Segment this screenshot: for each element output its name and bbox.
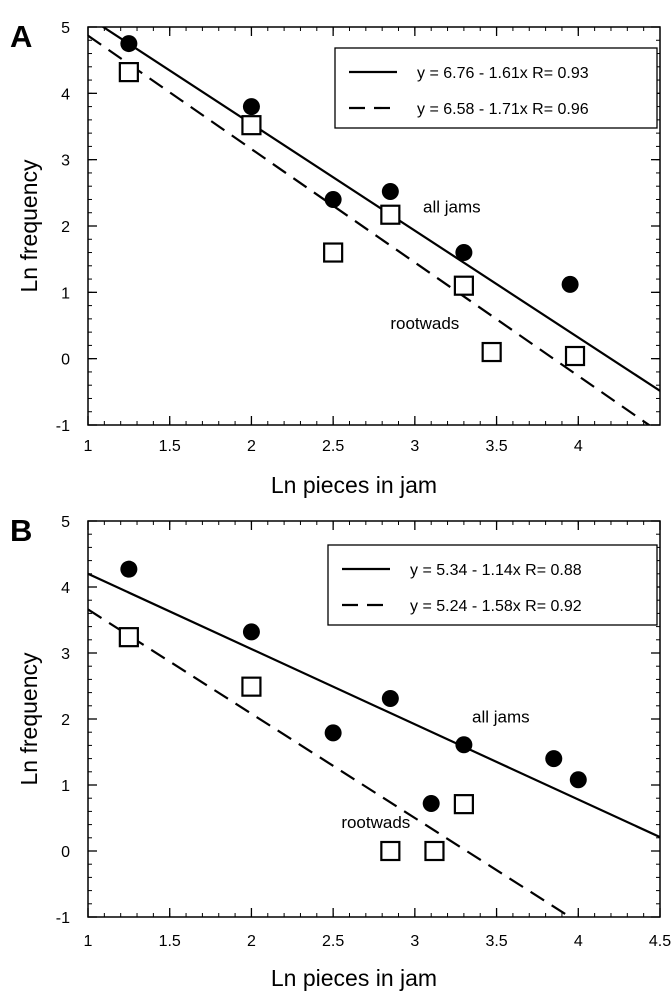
data-point-rootwads — [118, 62, 139, 83]
data-point-rootwads — [380, 840, 401, 862]
data-point-rootwads — [241, 676, 262, 697]
y-tick-label: 4 — [61, 580, 70, 597]
data-point-all-jams — [561, 275, 579, 293]
y-tick-label: -1 — [56, 910, 70, 927]
legend-box — [334, 47, 658, 129]
x-axis-label: Ln pieces in jam — [271, 965, 437, 991]
fit-line-all-jams — [101, 27, 660, 392]
y-tick-label: 0 — [61, 844, 70, 861]
data-point-rootwads — [453, 275, 474, 296]
y-tick-label: 5 — [61, 20, 70, 37]
x-tick-label: 3.5 — [485, 438, 507, 455]
data-point-all-jams — [381, 690, 399, 708]
annotation-label: all jams — [423, 198, 481, 217]
fit-line-all-jams — [88, 572, 660, 839]
legend-entry: y = 5.24 - 1.58x R= 0.92 — [410, 598, 582, 615]
data-point-rootwads — [118, 627, 139, 648]
data-point-rootwads — [241, 115, 262, 136]
data-point-all-jams — [545, 750, 563, 768]
fit-lines — [88, 27, 660, 425]
panel-label: B — [10, 513, 32, 548]
data-point-rootwads — [323, 242, 344, 263]
x-tick-label: 2.5 — [322, 438, 344, 455]
data-point-all-jams — [120, 560, 138, 578]
data-point-all-jams — [324, 724, 342, 742]
y-tick-label: 3 — [61, 646, 70, 663]
data-point-all-jams — [455, 244, 473, 262]
legend-box — [327, 544, 658, 626]
data-point-rootwads — [564, 345, 586, 367]
y-tick-label: 3 — [61, 153, 70, 170]
x-tick-label: 1 — [84, 438, 93, 455]
fit-lines — [88, 572, 660, 917]
x-tick-label: 4 — [574, 438, 583, 455]
data-point-rootwads — [453, 794, 474, 815]
x-tick-label: 4 — [574, 933, 583, 950]
data-point-all-jams — [242, 98, 260, 116]
y-tick-label: 2 — [61, 219, 70, 236]
x-tick-label: 4.5 — [649, 933, 671, 950]
x-tick-label: 2.5 — [322, 933, 344, 950]
y-tick-label: 0 — [61, 352, 70, 369]
x-axis-label: Ln pieces in jam — [271, 472, 437, 498]
x-tick-label: 3 — [410, 933, 419, 950]
chart-panel-b: B 1 1.5 2 2.5 3 3.5 4 4.5 -1 0 1 2 3 4 5 Ln pieces in ja… — [10, 513, 671, 991]
data-point-all-jams — [381, 183, 399, 201]
chart-panel-a: A 1 1.5 2 2.5 3 3.5 4 -1 0 1 2 3 4 5 Ln pieces in jam Ln… — [10, 19, 661, 498]
x-tick-label: 2 — [247, 933, 256, 950]
data-point-all-jams — [455, 736, 473, 754]
fit-line-rootwads — [88, 608, 573, 917]
legend-entry: y = 5.34 - 1.14x R= 0.88 — [410, 562, 582, 579]
x-tick-label: 2 — [247, 438, 256, 455]
x-tick-label: 1.5 — [159, 438, 181, 455]
data-point-all-jams — [324, 190, 342, 208]
data-point-all-jams — [569, 771, 587, 789]
legend-entry: y = 6.58 - 1.71x R= 0.96 — [417, 101, 589, 118]
y-tick-label: 5 — [61, 514, 70, 531]
y-tick-label: 2 — [61, 712, 70, 729]
data-point-all-jams — [242, 623, 260, 641]
x-tick-label: 1 — [84, 933, 93, 950]
panel-label: A — [10, 19, 32, 54]
y-tick-label: 4 — [61, 86, 70, 103]
y-tick-label: -1 — [56, 418, 70, 435]
fit-line-rootwads — [88, 34, 651, 425]
y-tick-label: 1 — [61, 778, 70, 795]
data-point-rootwads — [380, 204, 401, 225]
x-tick-label: 3.5 — [485, 933, 507, 950]
y-axis-label: Ln frequency — [16, 652, 42, 785]
y-axis-label: Ln frequency — [16, 159, 42, 292]
data-point-all-jams — [120, 35, 138, 53]
legend-entry: y = 6.76 - 1.61x R= 0.93 — [417, 65, 589, 82]
data-point-all-jams — [422, 794, 440, 812]
annotation-label: all jams — [472, 707, 530, 726]
annotation-label: rootwads — [390, 314, 459, 333]
annotation-label: rootwads — [341, 813, 410, 832]
x-tick-label: 1.5 — [159, 933, 181, 950]
data-point-rootwads — [424, 840, 445, 862]
x-tick-label: 3 — [410, 438, 419, 455]
data-point-rootwads — [481, 341, 502, 363]
y-tick-label: 1 — [61, 285, 70, 302]
